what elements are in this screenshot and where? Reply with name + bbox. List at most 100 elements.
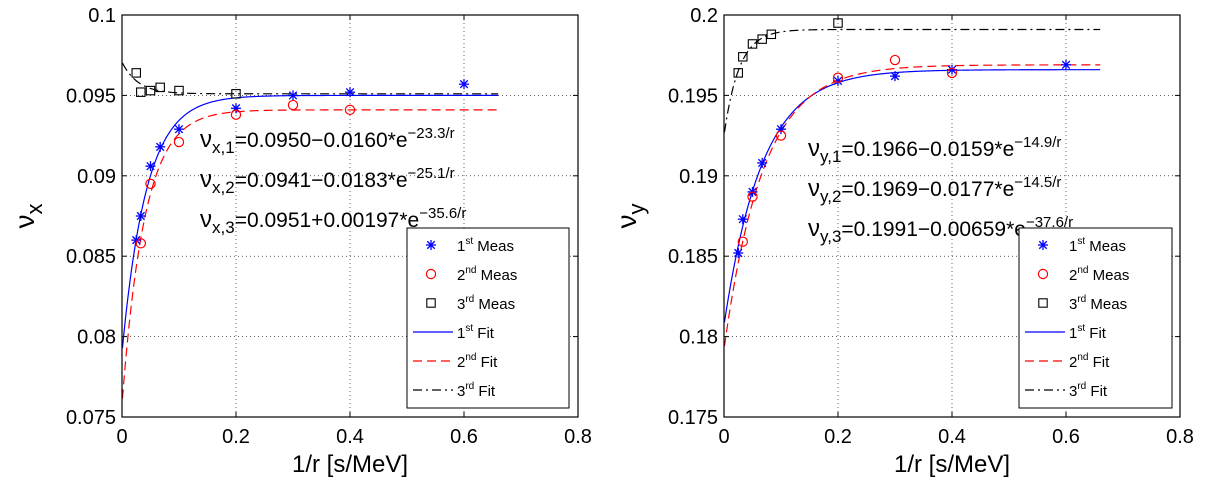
plot2-ytick-label: 0.195 [668, 85, 718, 107]
plot2: 0 0.2 0.4 0.6 0.8 0.175 0.18 0.185 0.19 0.195 0.2 1… [611, 5, 1194, 478]
plot1-legend-name: Meas [473, 238, 514, 255]
plot1-ylabel-base: ν [9, 215, 40, 229]
plot1-legend-entry: 1st Meas [457, 236, 514, 255]
plot1-annotation-sup: −35.6/r [419, 205, 466, 222]
plot1-meas-1-point [174, 124, 184, 135]
plot1-meas-2-point [230, 109, 242, 120]
plot1-legend-ordinal: 1 [457, 325, 465, 342]
plot2-annotation-base: ν [808, 215, 820, 242]
plot2-meas-1-point [890, 71, 900, 82]
plot1-meas-2-point [287, 99, 299, 111]
plot1-meas-2 [135, 99, 356, 249]
plot1-legend-name: Meas [476, 267, 517, 284]
plot1-meas-1-point [155, 141, 166, 152]
plot1-annotation-sub: x,2 [212, 178, 235, 197]
plot1-annotation: νx,2=0.0941−0.0183*e−25.1/r [200, 165, 455, 197]
plot1-xtick-label: 0.8 [564, 426, 592, 448]
plot2-meas-1-point-stroke [890, 71, 900, 81]
plot2-ytick-label: 0.185 [668, 246, 718, 268]
plot1-legend-suffix: rd [465, 294, 474, 305]
plot2-legend-suffix: nd [1077, 265, 1088, 276]
plot2-meas-2 [737, 54, 958, 247]
plot1-legend-ordinal: 2 [457, 354, 465, 371]
plot2-legend-symbol-stroke [1038, 240, 1048, 250]
plot2-legend-entry: 3rd Fit [1069, 381, 1108, 400]
plot2-meas-3-point [738, 52, 748, 62]
plot2-legend-symbol [1037, 268, 1049, 280]
plot2-ytick-label: 0.175 [668, 407, 718, 429]
plot1-legend-entry: 3rd Meas [457, 294, 515, 313]
plot1-fit-3 [122, 62, 499, 95]
plot1-legend-entry: 2nd Fit [457, 352, 498, 371]
plot2-xtick-label: 0.2 [824, 426, 852, 448]
plot1-annotation-base: ν [200, 206, 212, 233]
plot1-ytick-label: 0.09 [77, 166, 116, 188]
plot2-xtick-label: 0 [718, 426, 729, 448]
plot1-meas-1-point [345, 87, 355, 98]
plot2-annotation-text: =0.1966−0.0159*e [841, 138, 1014, 161]
plot1-meas-2-point [135, 238, 147, 249]
plot2-ylabel: νy [611, 204, 649, 229]
plot1-annotation-text: =0.0941−0.0183*e [235, 169, 408, 192]
plot2-grid [724, 15, 1180, 417]
plot2-xlabel: 1/r [s/MeV] [894, 451, 1010, 478]
plot1-legend-suffix: nd [465, 265, 476, 276]
plot1-meas-1-point-stroke [345, 87, 355, 97]
plot2-fit-3 [724, 28, 1101, 133]
plot2-meas-3-point [757, 34, 767, 44]
plot1-legend-ordinal: 1 [457, 238, 465, 255]
plot1-meas-2-point [145, 178, 156, 190]
plot2-meas-2-point [946, 67, 958, 79]
plot1-annotation-sup: −25.1/r [408, 165, 455, 182]
plot1-annotation: νx,1=0.0950−0.0160*e−23.3/r [200, 125, 455, 157]
plot2-legend-name: Meas [1085, 238, 1126, 255]
plot1-meas-1-point-stroke [155, 142, 165, 152]
plot2-axes-box [723, 14, 1181, 418]
plot1-legend-suffix: st [465, 236, 473, 247]
plot1-ytick-label: 0.095 [66, 85, 116, 107]
plot2-legend-entry: 1st Meas [1069, 236, 1126, 255]
plot1-xtick-label: 0.4 [336, 426, 364, 448]
plot1-meas-1-point [145, 161, 156, 172]
plot1-legend-entry: 3rd Fit [457, 381, 496, 400]
plot1-legend-suffix: nd [465, 352, 476, 363]
plot1-meas-3-point [174, 85, 184, 96]
plot1-meas-3-point [155, 82, 165, 93]
plot1-meas-3-point [231, 89, 241, 99]
plot2-meas-1-point-stroke [1061, 60, 1071, 70]
plot2-ylabel-base: ν [611, 215, 642, 229]
plot2-legend-ordinal: 3 [1069, 296, 1077, 313]
plot2-legend-ordinal: 1 [1069, 238, 1077, 255]
plot1-annotation-base: ν [200, 126, 212, 153]
plot2-legend-entry: 2nd Meas [1069, 265, 1129, 284]
plot2-meas-2-point [832, 72, 844, 83]
plot1-legend-entry: 1st Fit [457, 323, 495, 342]
plot1-meas-1-point [288, 90, 298, 101]
plot2-legend-suffix: rd [1077, 294, 1086, 305]
plot2-meas-3-point [747, 39, 758, 49]
plot2-meas-1-point [1061, 59, 1071, 70]
plot2-meas-2-point [775, 130, 787, 141]
plot2-legend-name: Meas [1088, 267, 1129, 284]
plot2-meas-1-point-stroke [757, 158, 767, 168]
plot2-meas-3 [733, 18, 843, 78]
plot2-legend-ordinal: 2 [1069, 267, 1077, 284]
plot2-legend-ordinal: 1 [1069, 325, 1077, 342]
plot1-xlabel: 1/r [s/MeV] [292, 451, 408, 478]
plot2-meas-3-point [733, 68, 743, 78]
plot1-axes-box [121, 14, 579, 418]
plot2-meas-3-point [833, 18, 843, 28]
plot2-annotation-sub: y,1 [820, 147, 841, 166]
plot2-legend-ordinal: 3 [1069, 383, 1077, 400]
plot2-fit-1 [724, 69, 1101, 323]
plot1-legend-symbol-stroke [426, 240, 436, 250]
plot1-meas-3 [131, 68, 241, 99]
plot1-legend-symbol [426, 298, 436, 308]
plot2-meas-2-point [747, 191, 758, 202]
plot2-ytick-label: 0.18 [679, 327, 718, 349]
plot2-legend-name: Fit [1086, 383, 1108, 400]
plot1-ylabel: νx [9, 204, 47, 229]
plot2-legend-name: Fit [1088, 354, 1110, 371]
plot1-annotation-sup: −23.3/r [408, 125, 455, 142]
plot1-meas-2-point [173, 136, 185, 148]
